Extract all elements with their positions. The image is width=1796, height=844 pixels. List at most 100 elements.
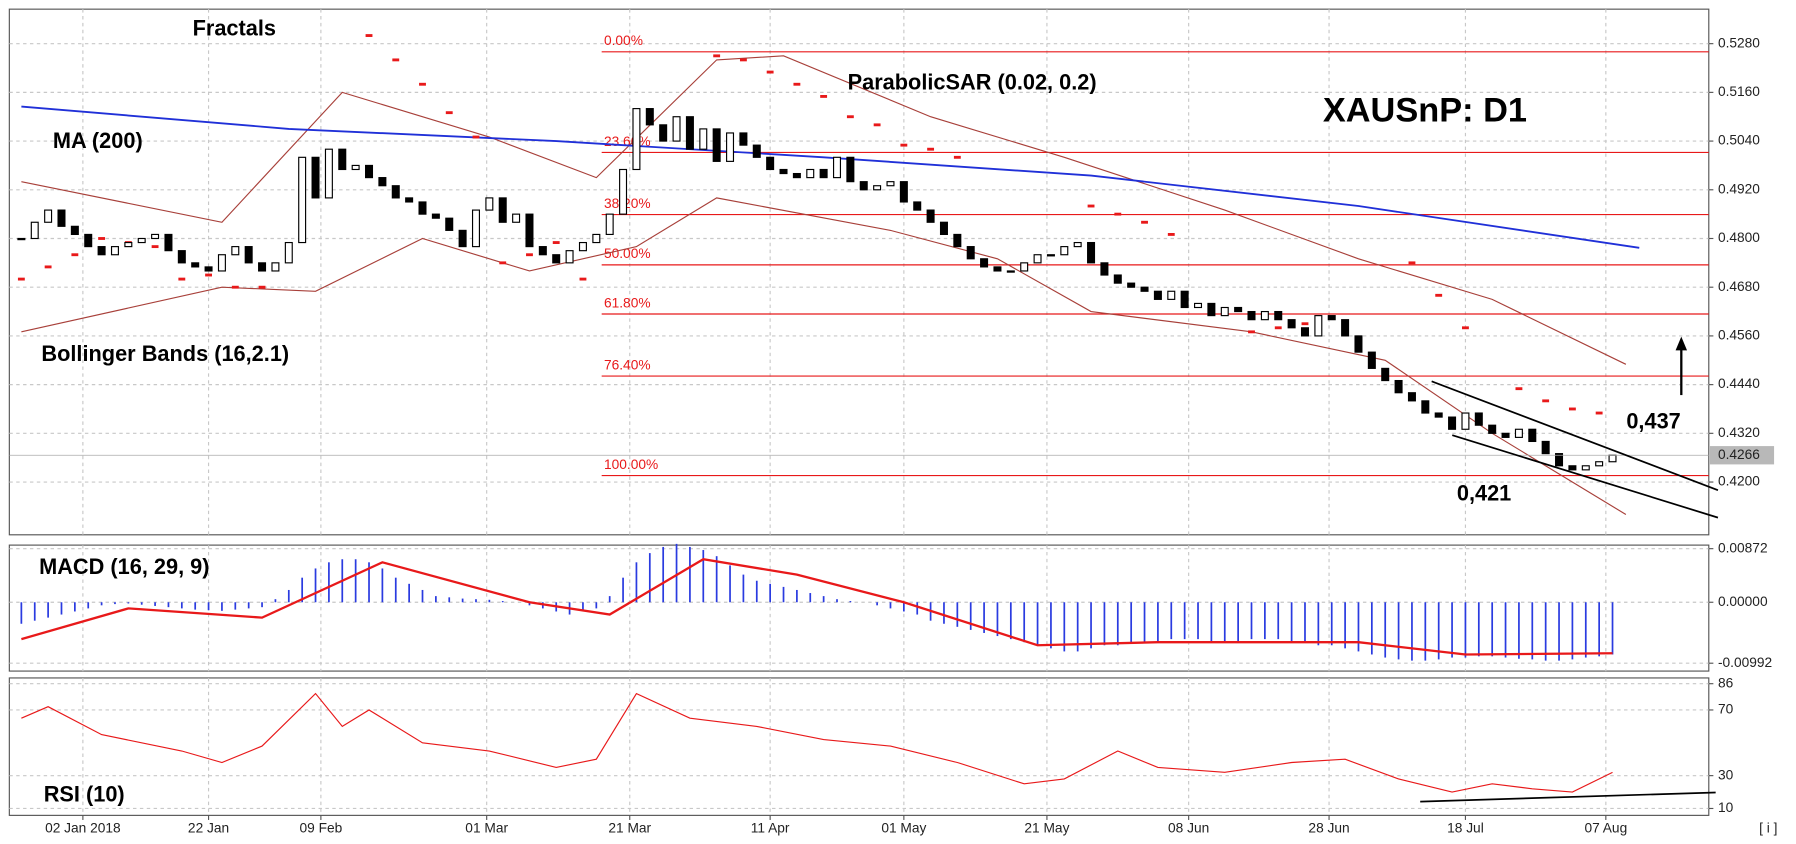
candle xyxy=(712,128,721,162)
candle xyxy=(552,254,561,264)
candle xyxy=(191,262,200,268)
x-tick-label: 22 Jan xyxy=(188,821,229,836)
candle xyxy=(1180,290,1189,309)
candle xyxy=(1153,290,1162,300)
candle xyxy=(1448,416,1457,430)
bollinger-upper xyxy=(21,55,1627,365)
macd-panel xyxy=(8,544,1710,672)
candle xyxy=(17,237,26,241)
candle xyxy=(271,262,280,272)
candle xyxy=(177,250,186,264)
candle xyxy=(405,197,414,203)
rsi-title: RSI (10) xyxy=(44,782,125,807)
candle xyxy=(619,168,628,215)
last-price-label: 0.4266 xyxy=(1718,447,1760,462)
candle xyxy=(766,156,775,171)
candle xyxy=(311,156,320,199)
candle xyxy=(391,185,400,199)
candle xyxy=(137,237,146,244)
label-bb: Bollinger Bands (16,2.1) xyxy=(41,341,289,366)
fib-label: 0.00% xyxy=(604,33,643,48)
x-tick-label: 09 Feb xyxy=(299,821,342,836)
candle xyxy=(1113,274,1122,284)
candle xyxy=(726,132,735,162)
candle xyxy=(1220,306,1229,317)
candle xyxy=(1421,400,1430,414)
candle xyxy=(1140,286,1149,292)
moving-average xyxy=(21,105,1640,249)
candle xyxy=(1341,319,1350,337)
candle xyxy=(605,213,614,236)
candle xyxy=(338,148,347,171)
candle xyxy=(1046,254,1055,257)
price-panel xyxy=(8,8,1710,536)
candle xyxy=(97,246,106,256)
candle xyxy=(418,201,427,215)
candle xyxy=(378,177,387,187)
candle xyxy=(324,148,333,199)
candle xyxy=(1087,241,1096,264)
x-tick-label: 18 Jul xyxy=(1447,821,1484,836)
candle xyxy=(1381,367,1390,382)
label-fractals: Fractals xyxy=(193,16,276,41)
candle xyxy=(512,213,521,223)
candle xyxy=(806,168,815,179)
layer: 0.5280 0.5160 0.5040 0.4920 0.4800 0.4680 0.45… xyxy=(9,9,1775,836)
candle xyxy=(244,246,253,264)
candle xyxy=(458,229,467,248)
candle xyxy=(217,254,226,272)
candle xyxy=(1234,306,1243,313)
x-tick-label: 08 Jun xyxy=(1168,821,1209,836)
candle xyxy=(859,181,868,191)
candle xyxy=(953,233,962,248)
candle xyxy=(538,246,547,256)
y-tick-label: 10 xyxy=(1718,800,1734,815)
candle xyxy=(1555,453,1564,467)
candle xyxy=(939,221,948,236)
candle xyxy=(565,250,574,264)
candle xyxy=(1127,282,1136,288)
candle xyxy=(792,172,801,179)
last-price-tag xyxy=(1709,446,1775,465)
candle xyxy=(752,144,761,158)
candle xyxy=(739,132,748,146)
chart-title: XAUSnP: D1 xyxy=(1323,91,1527,129)
candle xyxy=(1541,440,1550,455)
candle xyxy=(1514,428,1523,438)
y-tick-label: 0.00000 xyxy=(1718,594,1768,609)
candle xyxy=(886,181,895,187)
macd-signal xyxy=(21,558,1613,656)
y-tick-label: 0.4320 xyxy=(1718,425,1760,440)
fib-label: 61.80% xyxy=(604,295,651,310)
candle xyxy=(1207,302,1216,317)
candle xyxy=(1354,335,1363,353)
candle xyxy=(966,246,975,260)
corner-icon[interactable]: [ i ] xyxy=(1759,821,1777,836)
candle xyxy=(913,201,922,211)
trend-line xyxy=(1452,434,1719,519)
candle xyxy=(1260,310,1269,321)
candle xyxy=(1060,246,1069,256)
candle xyxy=(1528,428,1537,443)
candle xyxy=(819,168,828,179)
candle xyxy=(445,217,454,231)
rsi-panel xyxy=(8,677,1710,816)
candle xyxy=(779,168,788,175)
y-tick-label: 0.5280 xyxy=(1718,35,1760,50)
y-tick-label: 70 xyxy=(1718,702,1734,717)
candle xyxy=(1394,379,1403,394)
label-sar: ParabolicSAR (0.02, 0.2) xyxy=(848,69,1097,94)
candle xyxy=(832,156,842,179)
candle xyxy=(258,262,267,272)
candle xyxy=(1314,315,1323,337)
candle xyxy=(1568,465,1577,471)
candle xyxy=(699,128,708,150)
candle xyxy=(1167,290,1176,300)
candle xyxy=(431,213,440,219)
fib-label: 50.00% xyxy=(604,246,651,261)
candle xyxy=(298,156,307,244)
candle xyxy=(351,164,360,171)
candle xyxy=(1073,241,1082,248)
y-tick-label: 0.5160 xyxy=(1718,84,1760,99)
